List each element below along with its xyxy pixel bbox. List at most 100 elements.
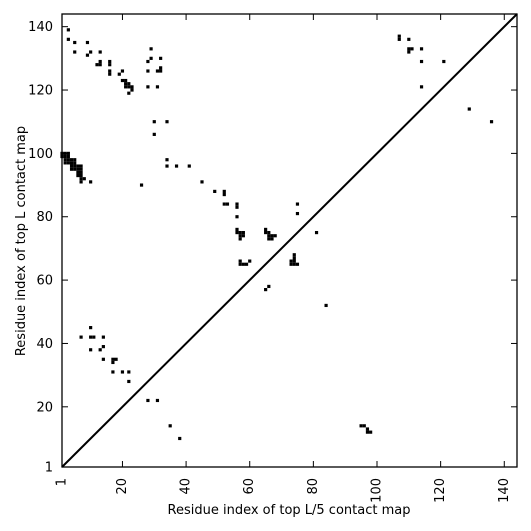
contact-point-lower-1 xyxy=(362,424,366,428)
contact-point-upper-89 xyxy=(79,177,83,181)
contact-point-lower-55 xyxy=(235,215,239,219)
x-tick-label-140: 140 xyxy=(497,478,512,503)
contact-point-lower-5 xyxy=(178,436,182,441)
contact-point-upper-137 xyxy=(155,69,160,73)
contact-point-lower-22 xyxy=(79,335,83,339)
contact-point-upper-151 xyxy=(467,107,471,111)
contact-point-upper-127 xyxy=(89,50,93,54)
contact-point-lower-38 xyxy=(248,259,252,263)
contact-point-lower-15 xyxy=(114,357,118,361)
contact-point-lower-2 xyxy=(365,427,370,431)
contact-point-upper-118 xyxy=(108,72,112,76)
contact-point-upper-100 xyxy=(174,164,179,168)
contact-point-upper-146 xyxy=(410,47,414,51)
contact-point-lower-57 xyxy=(235,202,239,206)
contact-point-upper-140 xyxy=(159,56,163,60)
y-tick-label-80: 80 xyxy=(36,210,53,225)
contact-point-upper-67 xyxy=(63,161,67,165)
contact-point-upper-83 xyxy=(76,167,80,171)
contact-point-lower-11 xyxy=(120,370,125,374)
contact-point-upper-113 xyxy=(120,78,125,83)
contact-point-upper-130 xyxy=(73,40,77,45)
y-tick-label-120: 120 xyxy=(28,84,53,99)
y-tick-label-60: 60 xyxy=(36,274,53,289)
contact-point-upper-128 xyxy=(85,40,90,45)
contact-point-lower-21 xyxy=(92,335,96,339)
contact-point-lower-33 xyxy=(292,256,296,260)
contact-point-lower-24 xyxy=(89,326,93,330)
contact-point-lower-29 xyxy=(292,262,296,266)
contact-point-upper-94 xyxy=(79,164,83,168)
contact-point-lower-47 xyxy=(264,230,268,235)
contact-point-upper-150 xyxy=(442,59,446,64)
contact-point-lower-27 xyxy=(267,284,271,289)
contact-point-lower-16 xyxy=(111,357,115,361)
contact-point-upper-138 xyxy=(159,69,163,73)
contact-point-lower-14 xyxy=(111,360,115,365)
contact-point-upper-111 xyxy=(127,82,131,86)
contact-point-upper-84 xyxy=(79,167,83,171)
x-tick-label-1: 1 xyxy=(55,478,70,486)
contact-point-lower-34 xyxy=(292,253,296,257)
contact-point-upper-90 xyxy=(79,180,83,184)
contact-point-upper-102 xyxy=(152,132,156,136)
contact-point-lower-50 xyxy=(270,234,274,238)
y-axis-title: Residue index of top L contact map xyxy=(14,126,29,356)
contact-point-lower-8 xyxy=(155,398,160,403)
contact-point-lower-31 xyxy=(289,259,293,263)
contact-point-upper-106 xyxy=(155,85,160,89)
contact-point-lower-17 xyxy=(98,348,102,352)
contact-point-upper-147 xyxy=(419,47,424,51)
contact-point-upper-141 xyxy=(397,37,401,41)
contact-point-upper-120 xyxy=(108,63,112,67)
contact-point-lower-48 xyxy=(267,230,271,235)
contact-point-lower-20 xyxy=(89,335,93,339)
x-tick-label-60: 60 xyxy=(242,478,257,495)
contact-point-upper-88 xyxy=(79,173,83,178)
x-tick-label-40: 40 xyxy=(179,478,194,495)
contact-point-upper-143 xyxy=(407,37,411,41)
contact-point-upper-139 xyxy=(159,66,163,70)
contact-point-upper-119 xyxy=(108,69,112,73)
x-axis-ticks: 1 20 40 60 80 100 120 140 xyxy=(55,14,512,503)
contact-point-upper-115 xyxy=(130,88,134,92)
contact-point-lower-56 xyxy=(235,205,239,209)
contact-point-upper-91 xyxy=(73,161,77,165)
contact-point-upper-96 xyxy=(89,180,93,184)
y-tick-label-1: 1 xyxy=(45,461,53,476)
contact-point-lower-12 xyxy=(127,370,131,374)
contact-point-lower-41 xyxy=(238,230,242,235)
contact-point-upper-81 xyxy=(73,167,77,171)
contact-point-lower-28 xyxy=(289,262,293,266)
contact-point-upper-104 xyxy=(165,120,169,124)
contact-point-lower-26 xyxy=(264,288,268,292)
y-tick-label-40: 40 xyxy=(36,337,53,352)
contact-point-upper-122 xyxy=(95,63,99,67)
contact-point-lower-52 xyxy=(267,237,271,241)
x-tick-label-80: 80 xyxy=(306,478,321,495)
contact-point-upper-135 xyxy=(149,56,153,60)
contact-point-upper-145 xyxy=(407,47,411,51)
contact-point-upper-95 xyxy=(82,177,86,181)
contact-point-upper-126 xyxy=(85,53,90,57)
contact-point-lower-35 xyxy=(238,262,242,266)
contact-point-lower-18 xyxy=(101,345,105,349)
contact-point-lower-45 xyxy=(238,237,242,241)
y-tick-label-100: 100 xyxy=(28,147,53,162)
contact-point-upper-136 xyxy=(149,47,153,51)
contact-point-upper-148 xyxy=(419,59,424,64)
contact-point-lower-36 xyxy=(241,262,245,266)
contact-point-lower-9 xyxy=(127,379,131,384)
contact-point-upper-105 xyxy=(146,85,150,89)
contact-point-lower-7 xyxy=(146,398,150,403)
contact-point-lower-61 xyxy=(222,189,226,193)
contact-point-upper-70 xyxy=(66,158,70,162)
contact-point-lower-65 xyxy=(295,202,300,206)
contact-point-lower-30 xyxy=(295,262,300,266)
contact-point-upper-121 xyxy=(108,59,112,64)
contact-point-lower-58 xyxy=(222,202,226,206)
contact-point-lower-37 xyxy=(244,262,249,266)
plot-frame xyxy=(61,13,518,468)
contact-point-upper-98 xyxy=(165,164,169,168)
contact-point-upper-99 xyxy=(165,158,169,162)
